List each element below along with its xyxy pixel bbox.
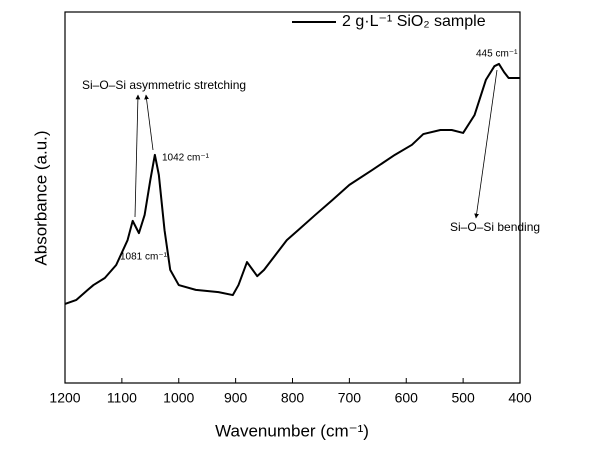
legend-label: 2 g·L⁻¹ SiO₂ sample	[342, 13, 486, 30]
annotation: 445 cm⁻¹	[476, 49, 518, 60]
y-axis-label: Absorbance (a.u.)	[31, 130, 50, 265]
x-tick-label: 800	[281, 390, 305, 406]
arrow	[134, 94, 141, 218]
annotation: Si–O–Si asymmetric stretching	[82, 78, 246, 92]
x-tick-label: 600	[395, 390, 419, 406]
x-tick-label: 500	[451, 390, 475, 406]
annotation: 1042 cm⁻¹	[162, 153, 210, 164]
x-tick-label: 400	[508, 390, 532, 406]
arrow	[144, 94, 154, 151]
x-tick-label: 1100	[107, 390, 137, 406]
x-tick-label: 900	[224, 390, 248, 406]
plot-frame	[64, 11, 521, 384]
x-tick-label: 1200	[49, 390, 80, 406]
spectrum-line	[64, 62, 520, 305]
x-axis-label: Wavenumber (cm⁻¹)	[215, 421, 369, 440]
x-tick-label: 700	[338, 390, 362, 406]
arrow	[474, 69, 498, 219]
annotation: 1081 cm⁻¹	[120, 252, 168, 263]
x-tick-label: 1000	[163, 390, 194, 406]
annotation: Si–O–Si bending	[450, 220, 540, 234]
